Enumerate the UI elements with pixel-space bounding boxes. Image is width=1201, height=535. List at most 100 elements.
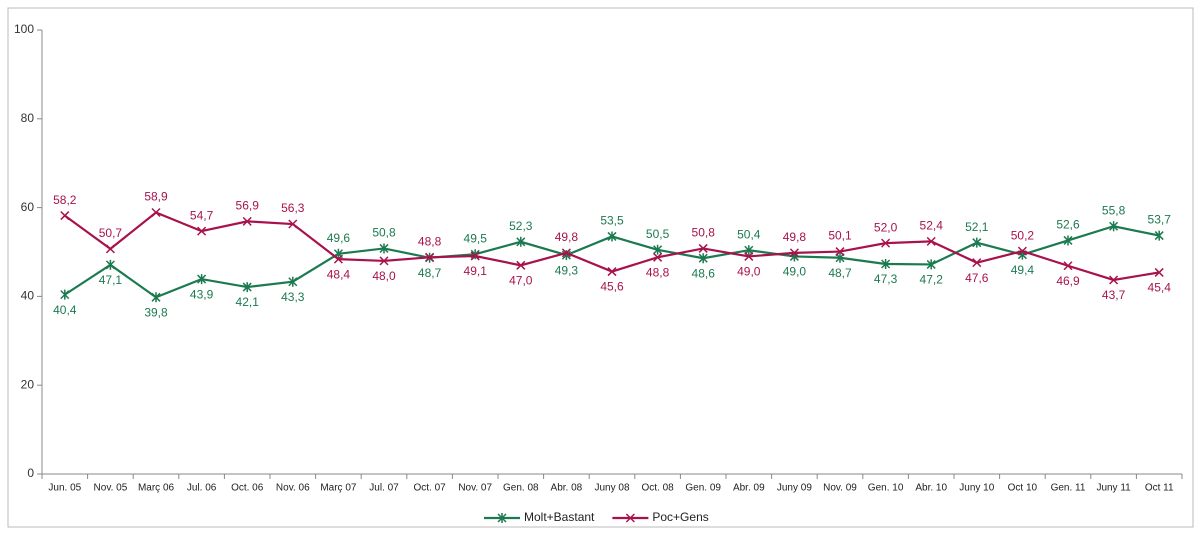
marker (926, 259, 936, 270)
data-label: 43,3 (281, 290, 305, 304)
data-label: 54,7 (190, 208, 214, 222)
marker (744, 251, 754, 261)
data-label: 48,7 (828, 266, 852, 280)
data-label: 49,1 (464, 264, 488, 278)
x-tick-label: Juny 09 (777, 483, 812, 494)
data-label: 45,6 (600, 280, 624, 294)
data-label: 52,4 (920, 219, 944, 233)
data-label: 52,1 (965, 220, 989, 234)
data-label: 50,7 (99, 226, 123, 240)
marker (698, 253, 708, 264)
data-label: 52,6 (1056, 218, 1080, 232)
marker (197, 274, 207, 285)
data-label: 48,0 (372, 269, 396, 283)
data-label: 47,2 (920, 273, 944, 287)
data-label: 49,3 (555, 263, 579, 277)
data-label: 43,9 (190, 287, 214, 301)
x-tick-label: Gen. 10 (868, 483, 904, 494)
x-tick-label: Juny 08 (594, 483, 629, 494)
x-tick-label: Oct. 06 (231, 483, 264, 494)
x-tick-label: Abr. 09 (733, 483, 765, 494)
x-tick-label: Oct 10 (1008, 483, 1038, 494)
data-label: 52,0 (874, 220, 898, 234)
data-label: 47,6 (965, 271, 989, 285)
x-tick-label: Nov. 09 (823, 483, 857, 494)
marker (1109, 275, 1119, 285)
data-label: 47,3 (874, 272, 898, 286)
data-label: 52,3 (509, 219, 533, 233)
marker (881, 258, 891, 269)
data-label: 49,0 (737, 265, 761, 279)
y-tick-label: 100 (14, 22, 34, 36)
marker (653, 244, 663, 255)
marker (1109, 221, 1119, 232)
x-tick-label: Nov. 05 (94, 483, 128, 494)
x-tick-label: Jul. 06 (187, 483, 217, 494)
x-tick-label: Jul. 07 (369, 483, 399, 494)
data-label: 56,3 (281, 201, 305, 215)
data-label: 50,4 (737, 227, 761, 241)
data-label: 43,7 (1102, 288, 1126, 302)
chart-border (7, 7, 1194, 528)
x-tick-label: Gen. 08 (503, 483, 539, 494)
marker (1063, 261, 1073, 271)
marker (151, 207, 161, 218)
legend-marker (625, 513, 635, 523)
marker (60, 289, 70, 300)
marker (835, 247, 845, 257)
x-tick-label: Abr. 10 (915, 483, 947, 494)
marker (379, 256, 389, 266)
marker (1154, 267, 1164, 277)
y-tick-label: 20 (21, 377, 35, 391)
marker (105, 244, 115, 254)
data-label: 42,1 (236, 295, 260, 309)
data-label: 53,7 (1148, 213, 1172, 227)
data-label: 50,1 (828, 229, 852, 243)
y-tick-label: 40 (21, 289, 35, 303)
data-label: 49,0 (783, 265, 807, 279)
x-tick-label: Gen. 09 (685, 483, 721, 494)
marker (333, 254, 343, 264)
marker (151, 292, 161, 303)
marker (242, 282, 252, 293)
data-label: 58,9 (144, 190, 168, 204)
data-label: 40,4 (53, 303, 77, 317)
marker (972, 237, 982, 248)
x-tick-label: Jun. 05 (48, 483, 81, 494)
data-label: 39,8 (144, 305, 168, 319)
data-label: 47,1 (99, 273, 123, 287)
data-label: 50,8 (372, 226, 396, 240)
marker (425, 252, 435, 262)
x-tick-label: Març 07 (320, 483, 357, 494)
legend-label: Poc+Gens (652, 510, 708, 524)
data-label: 49,6 (327, 231, 351, 245)
data-label: 46,9 (1056, 274, 1080, 288)
marker (698, 243, 708, 253)
x-tick-label: Gen. 11 (1051, 483, 1086, 494)
y-tick-label: 60 (21, 200, 35, 214)
x-tick-label: Abr. 08 (551, 483, 583, 494)
marker (516, 236, 526, 247)
data-label: 49,8 (783, 230, 807, 244)
data-label: 55,8 (1102, 203, 1126, 217)
marker (607, 231, 617, 242)
data-label: 53,5 (600, 214, 624, 228)
data-label: 45,4 (1148, 281, 1172, 295)
y-tick-label: 80 (21, 111, 35, 125)
marker (653, 252, 663, 262)
data-label: 50,2 (1011, 228, 1035, 242)
marker (288, 219, 298, 229)
data-label: 58,2 (53, 193, 77, 207)
marker (561, 248, 571, 258)
data-label: 49,5 (464, 231, 488, 245)
data-label: 48,7 (418, 266, 442, 280)
marker (926, 236, 936, 246)
marker (972, 258, 982, 268)
data-label: 47,0 (509, 273, 533, 287)
legend-marker (497, 513, 507, 523)
marker (379, 243, 389, 254)
data-label: 56,9 (236, 199, 260, 213)
x-tick-label: Març 06 (138, 483, 175, 494)
x-tick-label: Juny 10 (959, 483, 994, 494)
